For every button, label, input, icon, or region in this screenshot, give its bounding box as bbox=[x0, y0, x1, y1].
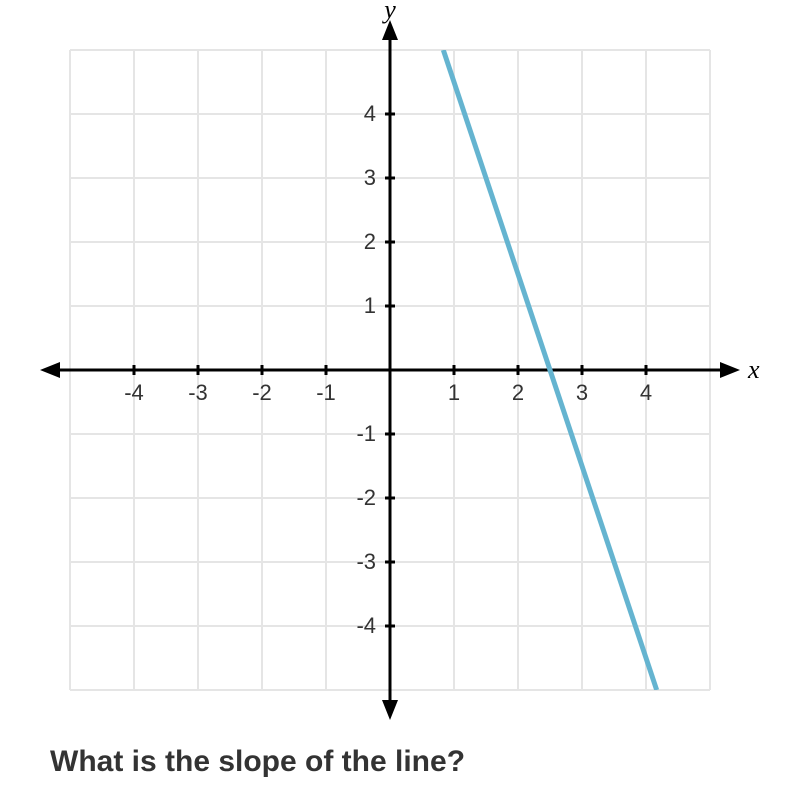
svg-text:2: 2 bbox=[512, 380, 524, 405]
svg-text:-4: -4 bbox=[124, 380, 144, 405]
svg-text:-1: -1 bbox=[356, 421, 376, 446]
svg-text:3: 3 bbox=[364, 165, 376, 190]
svg-text:2: 2 bbox=[364, 229, 376, 254]
svg-text:y: y bbox=[381, 0, 396, 24]
svg-text:3: 3 bbox=[576, 380, 588, 405]
question-text: What is the slope of the line? bbox=[50, 745, 465, 779]
svg-text:1: 1 bbox=[448, 380, 460, 405]
svg-text:-3: -3 bbox=[188, 380, 208, 405]
slope-chart: -4 -3 -2 -1 1 2 3 4 4 3 2 1 -1 -2 -3 -4 y x bbox=[40, 0, 760, 720]
svg-text:4: 4 bbox=[364, 101, 376, 126]
svg-text:-3: -3 bbox=[356, 549, 376, 574]
svg-text:1: 1 bbox=[364, 293, 376, 318]
svg-text:-2: -2 bbox=[252, 380, 272, 405]
svg-text:-1: -1 bbox=[316, 380, 336, 405]
svg-text:4: 4 bbox=[640, 380, 652, 405]
svg-text:-2: -2 bbox=[356, 485, 376, 510]
svg-text:-4: -4 bbox=[356, 613, 376, 638]
svg-text:x: x bbox=[747, 355, 760, 384]
